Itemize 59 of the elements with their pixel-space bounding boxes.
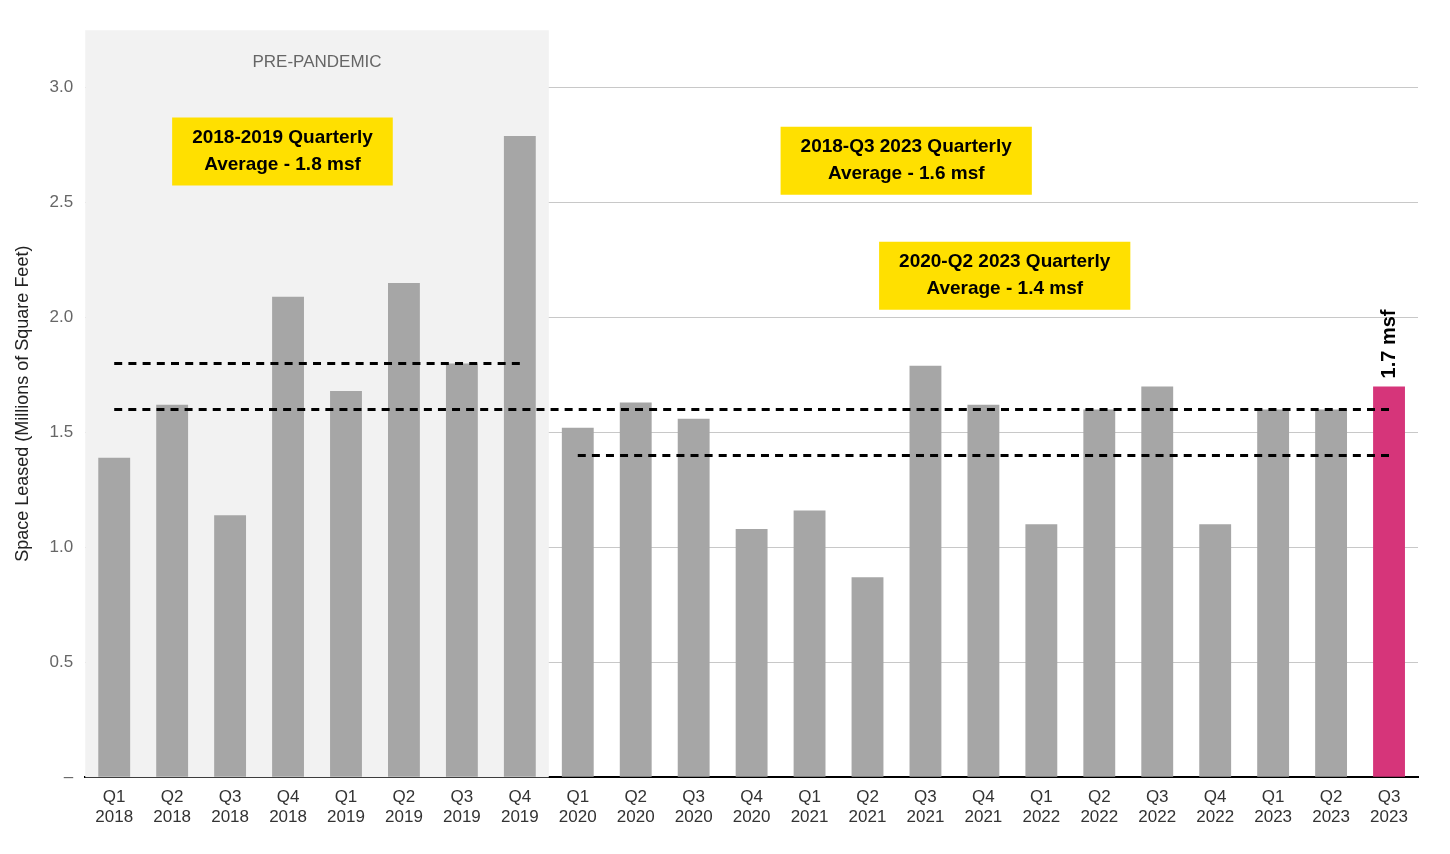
x-tick-label: Q1 2019 [327,787,365,827]
y-tick-label: 2.0 [49,307,74,327]
bar [388,283,420,777]
x-tick-label: Q1 2021 [790,787,829,827]
bar [272,296,304,777]
bar [1257,409,1290,777]
bar [735,528,768,777]
bar [909,365,942,777]
x-tick-label: Q3 2022 [1138,787,1177,827]
y-axis-title: Space Leased (Millions of Square Feet) [11,245,32,562]
bar [1373,386,1405,777]
x-tick-label: Q2 2022 [1080,787,1119,827]
x-tick-label: Q3 2018 [211,787,250,827]
x-tick-label: Q1 2020 [558,787,597,827]
bar [1083,409,1116,777]
bar [1199,524,1232,777]
data-label: 1.7 msf [1376,309,1399,379]
bar [503,135,536,777]
x-tick-label: Q2 2020 [616,787,655,827]
bar [561,427,594,777]
y-tick-label: – [63,766,74,786]
x-tick-label: Q3 2020 [674,787,713,827]
annotation: 2018-2019 Quarterly Average - 1.8 msf [192,125,374,174]
bar [156,404,189,777]
y-tick-label: 2.5 [49,192,74,212]
bar [967,404,1000,777]
bar [1315,409,1348,777]
x-tick-label: Q2 2018 [153,787,192,827]
bar [1025,524,1058,777]
x-tick-label: Q3 2023 [1370,787,1408,827]
x-tick-label: Q3 2019 [442,787,481,827]
y-tick-label: 1.5 [49,422,74,442]
x-tick-label: Q4 2022 [1196,787,1235,827]
bar [1141,386,1174,777]
x-tick-label: Q2 2023 [1312,787,1350,827]
bar [677,418,710,777]
x-tick-label: Q4 2020 [732,787,771,827]
annotation: 2018-Q3 2023 Quarterly Average - 1.6 msf [800,134,1013,183]
band-label: PRE-PANDEMIC [252,51,382,71]
x-tick-label: Q4 2019 [500,787,539,827]
bar [619,402,652,777]
annotation: 2020-Q2 2023 Quarterly Average - 1.4 msf [899,249,1111,298]
x-tick-label: Q4 2021 [964,787,1003,827]
bar [793,510,826,777]
x-tick-label: Q1 2023 [1254,787,1293,827]
bar [445,363,478,777]
x-tick-label: Q2 2019 [385,787,423,827]
y-tick-label: 3.0 [49,77,74,97]
bar [330,391,362,777]
x-tick-label: Q3 2021 [906,787,945,827]
bar [98,457,131,777]
bar [851,577,884,777]
x-tick-label: Q1 2018 [95,787,134,827]
y-tick-label: 1.0 [49,537,74,557]
x-tick-label: Q4 2018 [269,787,307,827]
x-tick-label: Q2 2021 [848,787,887,827]
x-tick-label: Q1 2022 [1022,787,1061,827]
bar [214,515,247,777]
y-tick-label: 0.5 [49,651,74,671]
